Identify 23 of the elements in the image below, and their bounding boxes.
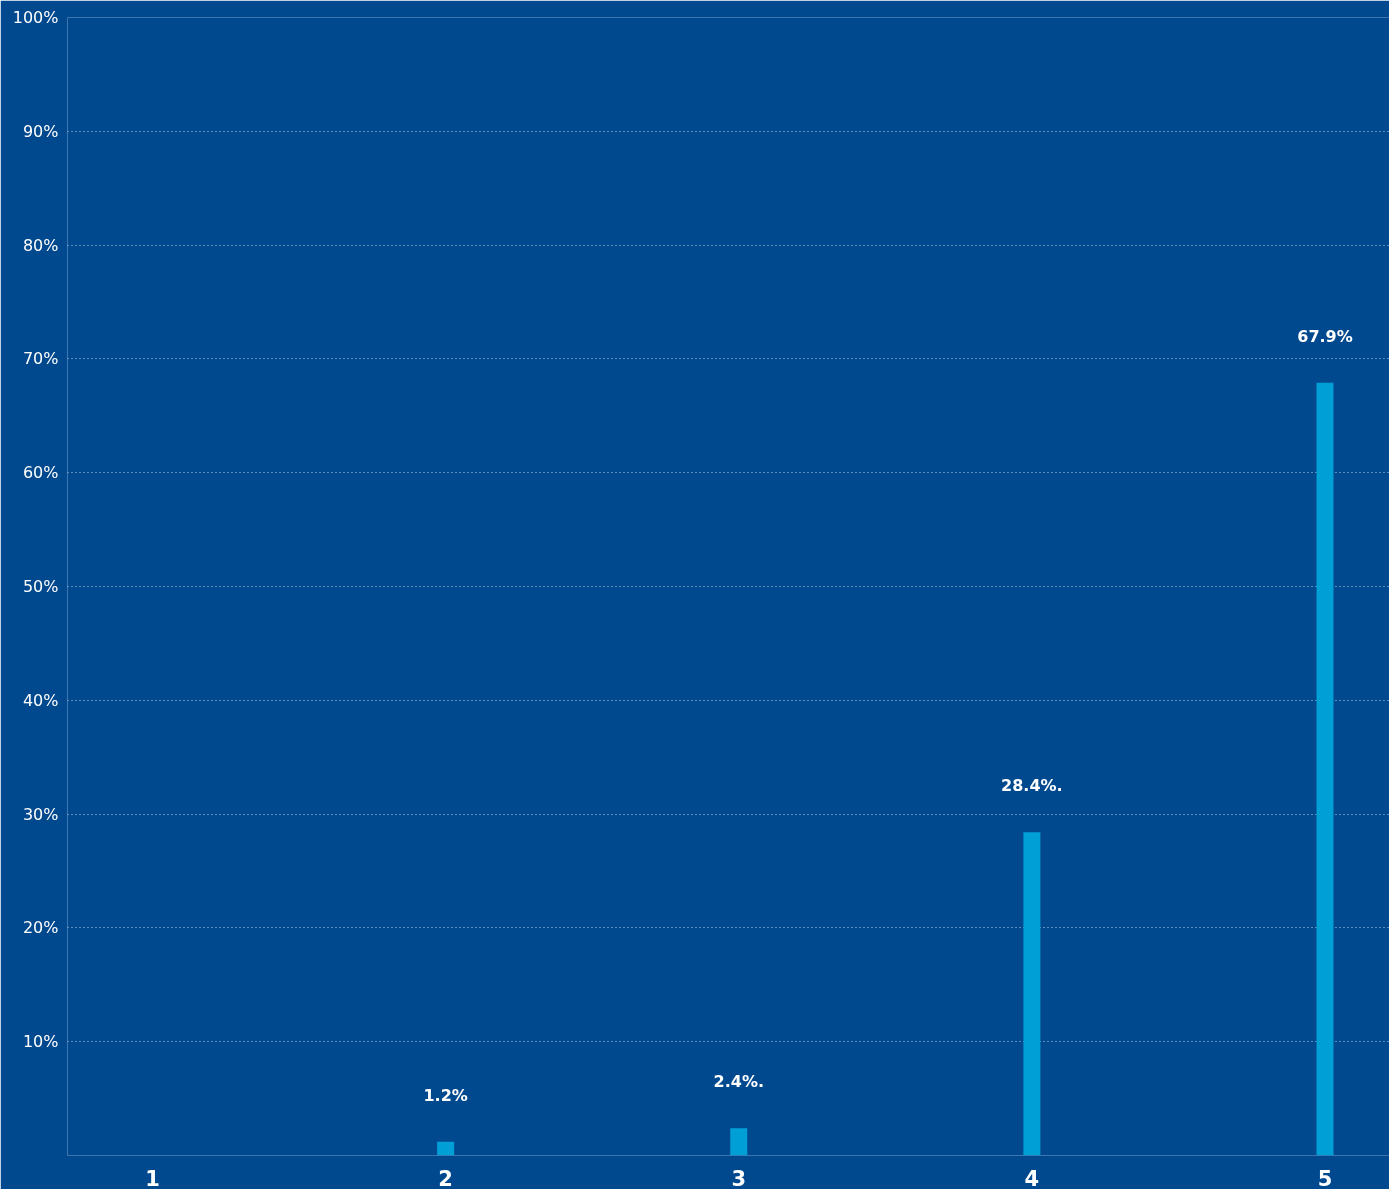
data-label: 2.4%.	[713, 1072, 764, 1092]
y-tick-label: 30%	[22, 804, 59, 824]
bar	[1316, 382, 1334, 1156]
y-tick-label: 20%	[22, 918, 59, 938]
y-tick-label: 10%	[22, 1032, 59, 1052]
y-tick-label: 90%	[22, 121, 59, 141]
y-tick-label: 100%	[12, 8, 59, 27]
data-label: 67.9%	[1297, 326, 1353, 346]
bar	[437, 1141, 455, 1156]
y-tick-label: 70%	[22, 349, 59, 369]
y-tick-label: 60%	[22, 463, 59, 483]
y-tick-label: 40%	[22, 690, 59, 710]
bar	[730, 1128, 748, 1156]
x-tick-label: 4	[1024, 1166, 1040, 1189]
x-tick-label: 3	[731, 1166, 747, 1189]
y-tick-label: 50%	[22, 577, 59, 596]
y-tick-label: 80%	[22, 235, 59, 255]
data-label: 1.2%	[423, 1085, 468, 1105]
x-tick-label: 1	[145, 1166, 160, 1189]
data-label: 28.4%.	[1001, 776, 1063, 796]
bar	[1023, 832, 1041, 1156]
x-tick-label: 2	[438, 1166, 453, 1189]
x-tick-label: 5	[1317, 1166, 1333, 1189]
